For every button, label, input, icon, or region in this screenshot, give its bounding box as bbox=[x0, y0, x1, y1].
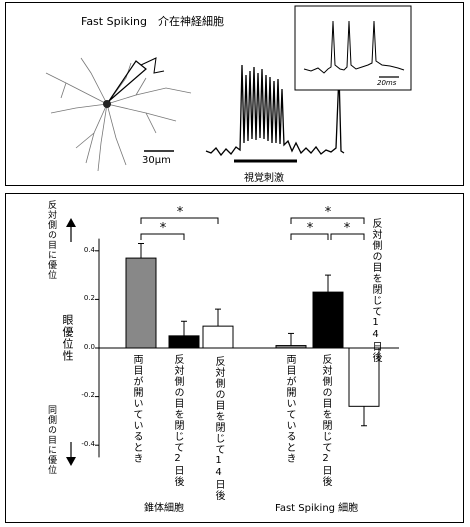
category-label: 反対側の目を閉じて2日後 bbox=[172, 354, 183, 487]
bar bbox=[168, 335, 200, 349]
inset-trace bbox=[303, 20, 405, 74]
y-top-label: 反対側の目に優位 bbox=[46, 200, 56, 280]
down-arrow-head bbox=[66, 457, 76, 466]
bar bbox=[275, 345, 307, 349]
significance-bracket bbox=[290, 217, 365, 224]
figure-title: Fast Spiking 介在神経細胞 bbox=[81, 15, 224, 28]
y-tick-label: -0.4 bbox=[81, 440, 95, 448]
y-bottom-label: 同側の目に優位 bbox=[46, 405, 56, 475]
significance-star: * bbox=[160, 221, 167, 236]
significance-bracket bbox=[140, 233, 185, 240]
significance-star: * bbox=[344, 221, 351, 236]
bar bbox=[125, 257, 157, 349]
up-arrow-head bbox=[66, 218, 76, 227]
bar bbox=[312, 291, 344, 349]
y-tick-label: 0.0 bbox=[83, 343, 95, 351]
group-label: 錐体細胞 bbox=[144, 503, 184, 514]
category-label: 反対側の目を閉じて2日後 bbox=[320, 354, 331, 487]
voltage-trace bbox=[205, 64, 345, 157]
category-label: 反対側の目を閉じて14日後 bbox=[370, 218, 381, 363]
significance-star: * bbox=[325, 205, 332, 220]
bar bbox=[202, 325, 234, 349]
neuron-soma bbox=[103, 100, 111, 108]
significance-bracket bbox=[140, 217, 219, 224]
bar bbox=[348, 347, 380, 407]
chart-panel: * * * * * 反対側の目に優位 眼優位性 同側の目に優位 0.4 0.2 0.0 … bbox=[5, 193, 464, 523]
scalebar-label: 30μm bbox=[142, 155, 171, 166]
pipette-icon bbox=[108, 60, 147, 102]
significance-star: * bbox=[177, 205, 184, 220]
category-label: 反対側の目を閉じて14日後 bbox=[213, 356, 224, 501]
significance-bracket bbox=[330, 233, 365, 240]
y-tick-label: 0.4 bbox=[83, 246, 95, 254]
y-axis-label: 眼優位性 bbox=[61, 314, 74, 362]
category-label: 両目が開いているとき bbox=[284, 354, 295, 464]
inset-box bbox=[294, 5, 412, 91]
y-tick-label: -0.2 bbox=[81, 391, 95, 399]
category-label: 両目が開いているとき bbox=[131, 354, 142, 464]
recording-illustration bbox=[45, 5, 412, 172]
significance-bracket bbox=[290, 233, 329, 240]
group-label: Fast Spiking 細胞 bbox=[275, 503, 359, 514]
neuron-dendrites bbox=[45, 57, 192, 172]
y-tick-label: 0.2 bbox=[83, 294, 95, 302]
inset-scale-label: 20ms bbox=[377, 79, 397, 87]
recording-panel: Fast Spiking 介在神経細胞 30μm 視覚刺激 20ms bbox=[5, 2, 464, 186]
stimulus-label: 視覚刺激 bbox=[244, 173, 284, 184]
bar-chart: * * * * * bbox=[66, 205, 399, 466]
significance-star: * bbox=[307, 221, 314, 236]
